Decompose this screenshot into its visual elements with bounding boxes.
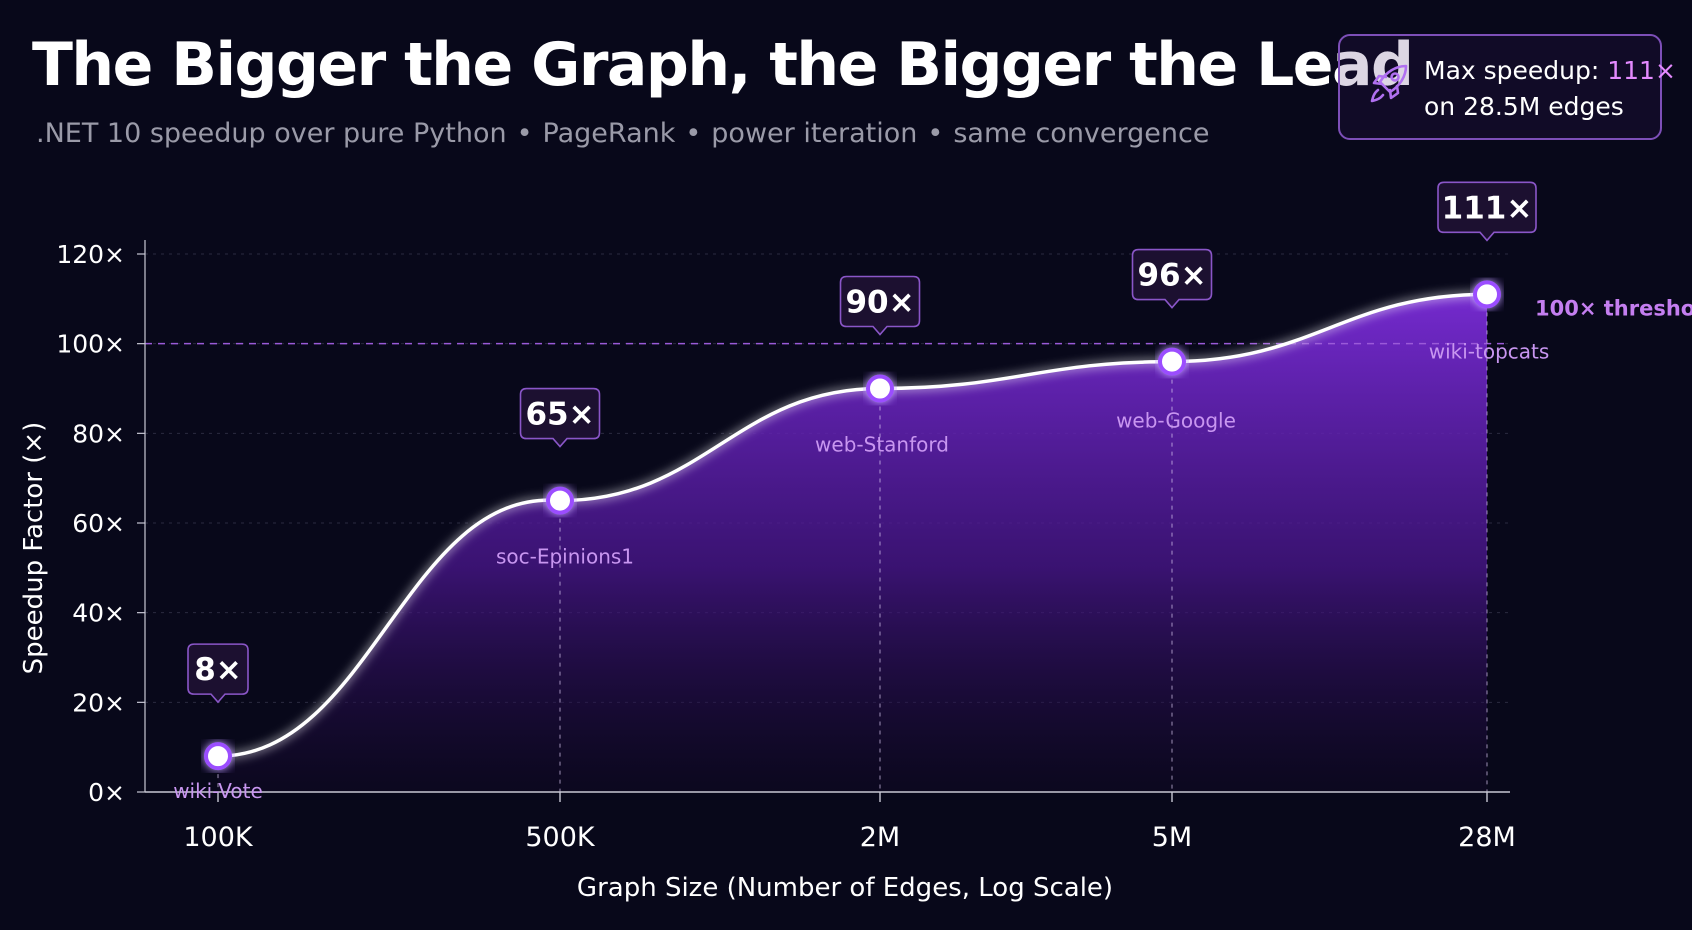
data-point [1158,347,1186,376]
value-bubble: 65× [519,387,601,448]
point-name: soc-Epinions1 [496,545,634,569]
y-tick-label: 0× [88,778,125,807]
y-tick-label: 120× [56,240,125,269]
x-tick-label: 2M [860,822,900,853]
value-bubble: 8× [187,643,249,704]
subtitle-part: same convergence [953,118,1210,149]
value-label: 65× [525,397,594,433]
subtitle-part: .NET 10 speedup over pure Python [36,118,507,149]
data-point [1473,280,1501,309]
x-tick-label: 500K [525,822,596,853]
value-label: 90× [845,285,914,321]
rocket-icon [1370,64,1408,103]
max-speedup-callout: Max speedup: 111× on 28.5M edges [1338,34,1676,140]
y-tick-label: 20× [72,688,125,717]
y-axis-title: Speedup Factor (×) [19,422,49,675]
x-axis-title: Graph Size (Number of Edges, Log Scale) [577,873,1113,903]
data-point [204,742,232,771]
chart-title: The Bigger the Graph, the Bigger the Lea… [32,30,1414,100]
subtitle-part: power iteration [711,118,918,149]
callout-value: 111× [1607,56,1676,85]
value-bubble: 90× [839,275,921,336]
area-fill [218,294,1487,792]
value-bubble: 111× [1437,181,1537,242]
y-tick-label: 40× [72,599,125,628]
subtitle-part: PageRank [542,118,676,149]
chart-subtitle: .NET 10 speedup over pure Python • PageRan… [36,118,1210,149]
callout-line2: on 28.5M edges [1424,92,1624,121]
threshold-label: 100× threshold [1535,297,1692,321]
value-label: 96× [1137,258,1206,294]
point-name: web-Google [1116,409,1236,433]
point-name: wiki-Vote [173,779,263,803]
y-tick-label: 60× [72,509,125,538]
speedup-line [217,292,1488,758]
data-point [546,486,574,515]
x-tick-label: 28M [1458,822,1516,853]
callout-prefix: Max speedup: [1424,56,1608,85]
value-bubble: 96× [1131,248,1213,309]
point-name: web-Stanford [815,433,949,457]
data-point [866,374,894,403]
value-label: 111× [1442,190,1533,226]
x-tick-label: 100K [183,822,254,853]
point-name: wiki-topcats [1429,339,1550,363]
y-tick-label: 80× [72,419,125,448]
x-tick-label: 5M [1152,822,1192,853]
y-tick-label: 100× [56,330,125,359]
value-label: 8× [194,652,242,688]
